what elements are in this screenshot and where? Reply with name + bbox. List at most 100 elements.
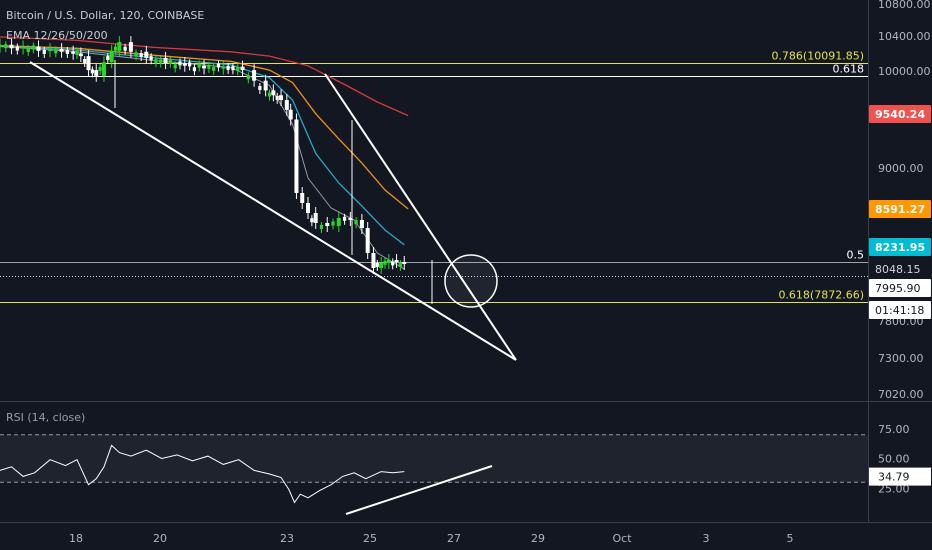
price-tick-label: 9000.00: [878, 162, 924, 175]
price-tag: [869, 301, 931, 319]
candle: [31, 45, 35, 50]
candle: [15, 46, 19, 51]
candle: [90, 69, 94, 74]
trendline-upper: [324, 73, 517, 361]
date-tick-label: 29: [531, 532, 545, 545]
price-tag-label: 8231.95: [875, 241, 925, 254]
candle: [221, 66, 226, 69]
price-tag-label: 8591.27: [875, 203, 925, 216]
date-tick-label: 3: [703, 532, 710, 545]
candle: [154, 59, 158, 64]
candle: [207, 64, 211, 69]
ema50-line: [0, 44, 409, 210]
candle: [325, 223, 330, 226]
candle: [336, 218, 341, 226]
price-tag: [869, 200, 931, 218]
candle: [59, 49, 64, 52]
candle: [365, 228, 370, 253]
candle: [9, 44, 14, 49]
candle: [300, 193, 305, 203]
candle: [106, 56, 110, 61]
candle: [379, 263, 384, 268]
ema26-line: [0, 45, 405, 246]
price-tick-label: 10000.00: [878, 65, 931, 78]
candle: [226, 65, 230, 70]
candle: [123, 46, 127, 51]
candle: [306, 203, 310, 213]
rsi-trendline: [345, 465, 493, 515]
candle: [101, 62, 106, 76]
candle: [197, 63, 201, 68]
candle: [117, 42, 122, 51]
candle: [212, 66, 216, 71]
candle: [182, 63, 187, 66]
rsi-title: RSI (14, close): [6, 411, 86, 424]
date-tick-label: 18: [69, 532, 83, 545]
candle: [178, 61, 182, 66]
date-tick-label: 20: [153, 532, 167, 545]
candle: [202, 65, 207, 69]
chart-title: Bitcoin / U.S. Dollar, 120, COINBASE: [6, 9, 205, 22]
candle: [188, 62, 192, 67]
candle: [391, 261, 395, 266]
trendline-lower: [29, 61, 517, 361]
candle: [54, 49, 58, 54]
fib-label: 0.786(10091.85): [771, 50, 864, 63]
candle: [128, 42, 133, 52]
ema200-line: [0, 36, 409, 117]
candle: [159, 59, 163, 64]
candle: [294, 119, 299, 193]
date-tick-label: 27: [447, 532, 461, 545]
price-tag-label: 9540.24: [875, 108, 925, 121]
candle: [331, 221, 335, 226]
price-tag-label: 7995.90: [875, 282, 921, 295]
highlight-circle: [444, 254, 498, 308]
rsi-line: [0, 444, 405, 504]
rsi-tick-label: 75.00: [878, 423, 910, 436]
candle: [75, 50, 79, 55]
candle: [21, 46, 26, 49]
candle: [0, 44, 2, 47]
price-tick-label: 7300.00: [878, 352, 924, 365]
candle: [78, 53, 83, 57]
candle: [371, 253, 376, 268]
price-tag: [869, 260, 931, 278]
candle: [319, 224, 324, 229]
price-tag: [869, 279, 931, 297]
indicator-legend: EMA 12/26/50/200: [6, 29, 108, 42]
date-tick-label: 5: [787, 532, 794, 545]
candle: [258, 85, 262, 90]
date-tick-label: 25: [363, 532, 377, 545]
candle: [216, 63, 221, 68]
candle: [252, 70, 257, 81]
rsi-value-label: 34.79: [878, 471, 910, 484]
fib-label: 0.618(7872.66): [778, 289, 864, 302]
candle: [263, 80, 268, 91]
rsi-tick-label: 50.00: [878, 453, 910, 466]
candle: [240, 66, 245, 71]
candle: [236, 67, 240, 72]
price-tag: [869, 238, 931, 256]
candle: [48, 49, 53, 52]
candle: [4, 44, 8, 49]
candle: [271, 90, 276, 96]
candle: [65, 49, 69, 54]
date-tick-label: 23: [280, 532, 294, 545]
fib-label: 0.618: [833, 63, 865, 76]
candle: [173, 64, 177, 69]
candle: [354, 220, 358, 225]
candle: [113, 46, 118, 51]
candle: [386, 260, 391, 263]
price-tick-label: 10400.00: [878, 30, 931, 43]
candle: [109, 50, 114, 63]
candle: [402, 262, 407, 264]
candle: [36, 46, 41, 51]
candle: [279, 95, 284, 101]
candle: [275, 95, 279, 100]
price-tick-label: 7020.00: [878, 388, 924, 401]
candle: [310, 218, 314, 223]
fib-label: 0.5: [847, 249, 865, 262]
candle: [246, 75, 250, 80]
candle: [394, 260, 399, 262]
